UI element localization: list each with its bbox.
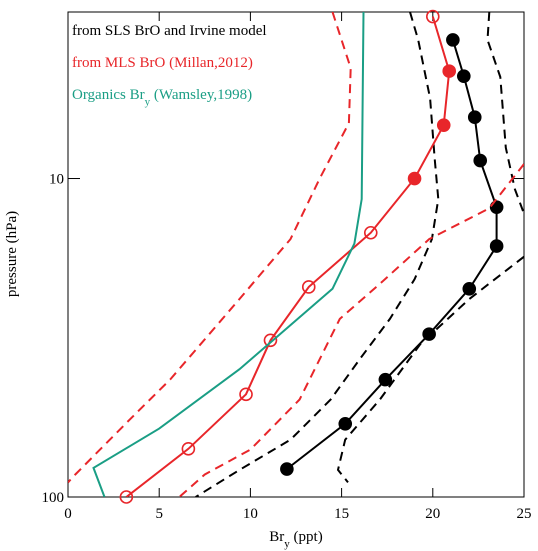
data-point bbox=[119, 490, 134, 504]
series-line bbox=[68, 12, 352, 484]
text-part: Organics Br bbox=[72, 87, 145, 103]
data-point bbox=[462, 282, 477, 296]
data-point bbox=[473, 153, 488, 168]
text-part: y bbox=[284, 538, 290, 550]
x-tick-label: 20 bbox=[425, 506, 440, 522]
x-tick-label: 5 bbox=[155, 506, 163, 522]
data-point bbox=[436, 118, 451, 132]
y-axis-label: pressure (hPa) bbox=[4, 211, 20, 297]
data-point bbox=[338, 416, 353, 431]
series-line bbox=[178, 163, 524, 497]
legend-entry: Organics Bry (Wamsley,1998) bbox=[72, 87, 252, 108]
x-tick-label: 15 bbox=[334, 506, 349, 522]
data-point bbox=[301, 280, 316, 294]
x-tick-label: 25 bbox=[517, 506, 532, 522]
x-tick-label: 0 bbox=[64, 506, 72, 522]
data-point bbox=[181, 442, 196, 456]
data-point bbox=[467, 110, 482, 125]
x-axis-label: Bry (ppt) bbox=[269, 529, 322, 550]
legend-entry: from MLS BrO (Millan,2012) bbox=[72, 55, 253, 71]
x-tick-label: 10 bbox=[243, 506, 258, 522]
series-line bbox=[195, 12, 440, 497]
series-line bbox=[286, 39, 498, 470]
data-point bbox=[239, 387, 253, 402]
data-point bbox=[363, 225, 378, 240]
data-point bbox=[489, 239, 504, 253]
data-point bbox=[422, 327, 436, 341]
data-point bbox=[378, 372, 393, 387]
plot-frame bbox=[67, 11, 525, 498]
text-part: Br bbox=[269, 529, 284, 545]
y-tick-label: 10 bbox=[49, 172, 64, 188]
text-part: from SLS BrO and Irvine model bbox=[72, 23, 267, 39]
text-part: from MLS BrO (Millan,2012) bbox=[72, 55, 253, 71]
series-line bbox=[92, 12, 365, 497]
data-point bbox=[446, 33, 460, 47]
data-point bbox=[280, 462, 294, 476]
text-part: y bbox=[145, 96, 151, 108]
legend-entry: from SLS BrO and Irvine model bbox=[72, 23, 267, 39]
text-part: (ppt) bbox=[290, 529, 323, 545]
data-point bbox=[442, 64, 457, 78]
text-part: (Wamsley,1998) bbox=[150, 87, 252, 103]
y-tick-label: 100 bbox=[42, 490, 65, 506]
data-point bbox=[457, 69, 471, 83]
data-point bbox=[425, 9, 440, 24]
series-line bbox=[336, 12, 524, 484]
data-point bbox=[407, 171, 422, 186]
data-point bbox=[263, 333, 278, 348]
series-line bbox=[125, 16, 451, 497]
